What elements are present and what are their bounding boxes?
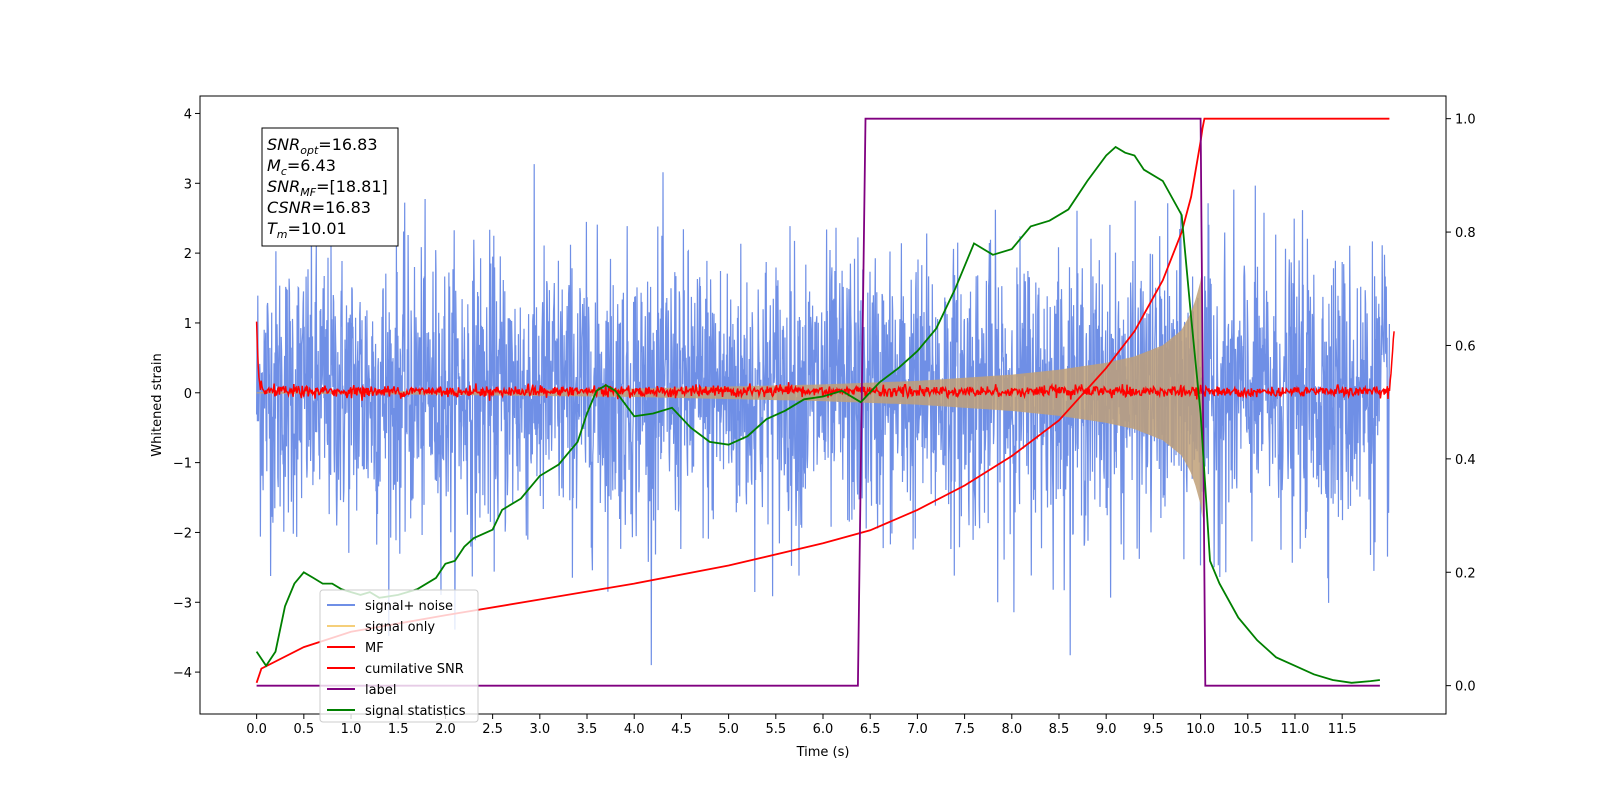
x-tick-label: 5.5 (765, 722, 786, 737)
x-tick-label: 6.5 (860, 722, 881, 737)
x-tick-label: 9.5 (1143, 722, 1164, 737)
x-tick-label: 2.5 (482, 722, 503, 737)
y-left-tick-label: −2 (173, 526, 192, 541)
x-tick-label: 11.5 (1328, 722, 1357, 737)
legend-label: signal+ noise (365, 599, 453, 614)
annotation-line: Mc=6.43 (267, 156, 336, 178)
x-axis-label: Time (s) (796, 745, 850, 760)
y-right-tick-label: 0.0 (1455, 680, 1476, 695)
annotation-box-frame (261, 127, 399, 247)
series-signal-plus-noise (256, 164, 1390, 666)
annotation-line: CSNR=16.83 (267, 198, 371, 217)
y-right-tick-label: 0.8 (1455, 226, 1476, 241)
legend-frame (319, 589, 479, 723)
y-left-tick-label: 3 (184, 177, 192, 192)
series-label (256, 117, 1380, 687)
legend-label: label (365, 683, 396, 698)
y-right-tick-label: 1.0 (1455, 113, 1476, 128)
x-tick-label: 0.0 (246, 722, 267, 737)
y-left-tick-label: 1 (184, 317, 192, 332)
y-left-tick-label: −1 (173, 457, 192, 472)
y-left-tick-label: −4 (173, 666, 192, 681)
x-tick-label: 11.0 (1280, 722, 1309, 737)
y-right-tick-label: 0.4 (1455, 453, 1476, 468)
series-mf (255, 321, 1395, 401)
annotation-line: SNRopt=16.83 (267, 135, 378, 157)
y-left-tick-label: −3 (173, 596, 192, 611)
x-tick-label: 0.5 (293, 722, 314, 737)
x-tick-label: 8.5 (1049, 722, 1070, 737)
legend-label: MF (365, 641, 384, 656)
x-tick-label: 9.0 (1096, 722, 1117, 737)
legend: signal+ noise signal only MF cumilative SNR… (319, 589, 479, 723)
y-left-tick-label: 0 (184, 387, 192, 402)
y-left-tick-label: 2 (184, 247, 192, 262)
x-tick-label: 5.0 (718, 722, 739, 737)
series-signal-only (256, 267, 1203, 519)
annotation-line: SNRMF=[18.81] (267, 177, 388, 199)
x-tick-label: 4.0 (624, 722, 645, 737)
x-tick-label: 7.5 (954, 722, 975, 737)
x-tick-label: 1.5 (388, 722, 409, 737)
x-tick-label: 8.0 (1001, 722, 1022, 737)
x-tick-label: 3.0 (529, 722, 550, 737)
annotation-line: Tm=10.01 (267, 219, 347, 241)
legend-label: signal only (365, 620, 435, 635)
axes: 0.0 0.5 1.0 1.5 2.0 2.5 3.0 3.5 4.0 4.5 5.0 5.5 6.0 6… (173, 107, 1476, 737)
y-axis-label-left: Whitened strain (150, 353, 165, 456)
y-left-tick-label: 4 (184, 107, 192, 122)
x-tick-label: 6.0 (813, 722, 834, 737)
x-tick-label: 7.0 (907, 722, 928, 737)
legend-label: signal statistics (365, 704, 466, 719)
x-tick-label: 10.5 (1233, 722, 1262, 737)
legend-label: cumilative SNR (365, 662, 464, 677)
x-tick-label: 10.0 (1186, 722, 1215, 737)
x-tick-label: 3.5 (577, 722, 598, 737)
x-tick-label: 2.0 (435, 722, 456, 737)
stats-annotation-box: SNRopt=16.83Mc=6.43SNRMF=[18.81]CSNR=16.… (261, 127, 399, 247)
x-tick-label: 1.0 (341, 722, 362, 737)
y-right-tick-label: 0.2 (1455, 566, 1476, 581)
x-tick-label: 4.5 (671, 722, 692, 737)
y-right-tick-label: 0.6 (1455, 339, 1476, 354)
